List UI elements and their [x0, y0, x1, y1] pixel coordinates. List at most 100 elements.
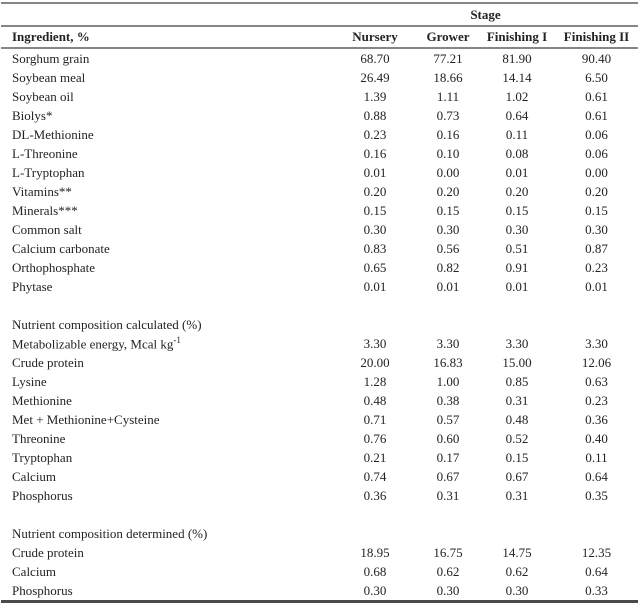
cell-value: 0.15: [363, 202, 387, 218]
table-row: Biolys* 0.88 0.73 0.64 0.61: [1, 106, 638, 125]
cell-value: 0.30: [436, 221, 460, 237]
table-row: Met + Methionine+Cysteine 0.71 0.57 0.48 0.3…: [1, 410, 638, 429]
row-label: Sorghum grain: [12, 50, 90, 66]
cell-value: 0.88: [363, 107, 387, 123]
table-row: Minerals*** 0.15 0.15 0.15 0.15: [1, 201, 638, 220]
cell-value: 16.83: [433, 354, 463, 370]
row-label: Calcium: [12, 468, 57, 484]
cell-value: 1.02: [505, 88, 529, 104]
cell-value: 1.39: [363, 88, 387, 104]
table-row: Tryptophan 0.21 0.17 0.15 0.11: [1, 448, 638, 467]
table-row: L-Threonine 0.16 0.10 0.08 0.06: [1, 144, 638, 163]
column-header-grower: Grower: [426, 29, 470, 44]
row-label: Soybean meal: [12, 69, 86, 85]
cell-value: 0.31: [436, 487, 460, 503]
cell-value: 0.61: [585, 107, 608, 123]
cell-value: 0.38: [436, 392, 460, 408]
cell-value: 0.15: [505, 202, 529, 218]
cell-value: 0.01: [505, 278, 529, 294]
table-row: Threonine 0.76 0.60 0.52 0.40: [1, 429, 638, 448]
table-row: Sorghum grain 68.70 77.21 81.90 90.40: [1, 49, 638, 68]
row-label: Soybean oil: [12, 88, 74, 104]
cell-value: 77.21: [433, 50, 463, 66]
cell-value: 0.20: [505, 183, 529, 199]
cell-value: 0.30: [505, 221, 529, 237]
cell-value: 3.30: [436, 335, 460, 351]
cell-value: 0.01: [436, 278, 460, 294]
row-label: Methionine: [12, 392, 72, 408]
section-header-row: Nutrient composition calculated (%): [1, 315, 638, 334]
cell-value: 1.11: [436, 88, 460, 104]
cell-value: 0.83: [363, 240, 387, 256]
cell-value: 0.87: [585, 240, 608, 256]
cell-value: 6.50: [585, 69, 608, 85]
row-label: Calcium carbonate: [12, 240, 110, 256]
section-label: Nutrient composition calculated (%): [12, 316, 202, 332]
row-label: Vitamins**: [12, 183, 72, 199]
column-header-ingredient: Ingredient, %: [12, 29, 90, 44]
column-header-row: Ingredient, % Nursery Grower Finishing I…: [1, 27, 638, 49]
table-row: Calcium carbonate 0.83 0.56 0.51 0.87: [1, 239, 638, 258]
cell-value: 14.75: [502, 544, 532, 560]
cell-value: 1.28: [363, 373, 387, 389]
table-body: Sorghum grain 68.70 77.21 81.90 90.40 Soybean…: [1, 49, 638, 603]
cell-value: 0.36: [585, 411, 608, 427]
cell-value: 0.62: [436, 563, 460, 579]
cell-value: 0.48: [363, 392, 387, 408]
table-row: L-Tryptophan 0.01 0.00 0.01 0.00: [1, 163, 638, 182]
section-label: Nutrient composition determined (%): [12, 525, 208, 541]
row-label: Orthophosphate: [12, 259, 96, 275]
cell-value: 0.20: [585, 183, 608, 199]
row-label: Common salt: [12, 221, 82, 237]
cell-value: 0.16: [363, 145, 387, 161]
row-label: Phytase: [12, 278, 53, 294]
spacer-row: [1, 505, 638, 524]
cell-value: 0.74: [363, 468, 387, 484]
cell-value: 0.17: [436, 449, 460, 465]
row-label: Crude protein: [12, 354, 84, 370]
cell-value: 0.01: [363, 278, 387, 294]
cell-value: 0.01: [505, 164, 529, 180]
cell-value: 0.23: [363, 126, 387, 142]
row-label: Calcium: [12, 563, 57, 579]
cell-value: 0.56: [436, 240, 460, 256]
row-label: Crude protein: [12, 544, 84, 560]
table-row: Orthophosphate 0.65 0.82 0.91 0.23: [1, 258, 638, 277]
cell-value: 0.06: [585, 145, 608, 161]
column-header-nursery: Nursery: [352, 29, 398, 44]
cell-value: 0.40: [585, 430, 608, 446]
cell-value: 0.08: [505, 145, 529, 161]
row-label: Lysine: [12, 373, 47, 389]
column-header-finishing-2: Finishing II: [563, 29, 630, 44]
cell-value: 0.64: [505, 107, 529, 123]
table-row: Crude protein 20.00 16.83 15.00 12.06: [1, 353, 638, 372]
cell-value: 12.35: [581, 544, 612, 560]
cell-value: 18.66: [433, 69, 463, 85]
cell-value: 14.14: [502, 69, 532, 85]
cell-value: 0.64: [585, 563, 608, 579]
section-header-row: Nutrient composition determined (%): [1, 524, 638, 543]
stage-header-row: Stage: [1, 4, 638, 27]
cell-value: 15.00: [502, 354, 532, 370]
cell-value: 0.33: [585, 582, 608, 598]
cell-value: 0.67: [505, 468, 529, 484]
cell-value: 0.71: [363, 411, 387, 427]
table-row: Soybean oil 1.39 1.11 1.02 0.61: [1, 87, 638, 106]
cell-value: 0.31: [505, 487, 529, 503]
cell-value: 0.51: [505, 240, 529, 256]
row-label: Minerals***: [12, 202, 78, 218]
cell-value: 0.64: [585, 468, 608, 484]
cell-value: 20.00: [360, 354, 390, 370]
cell-value: 0.73: [436, 107, 460, 123]
table-row: Soybean meal 26.49 18.66 14.14 6.50: [1, 68, 638, 87]
cell-value: 0.30: [363, 582, 387, 598]
row-label: DL-Methionine: [12, 126, 94, 142]
cell-value: 0.01: [363, 164, 387, 180]
stage-header: Stage: [470, 6, 501, 22]
cell-value: 0.57: [436, 411, 460, 427]
cell-value: 0.16: [436, 126, 460, 142]
cell-value: 90.40: [581, 50, 612, 66]
cell-value: 0.91: [505, 259, 529, 275]
